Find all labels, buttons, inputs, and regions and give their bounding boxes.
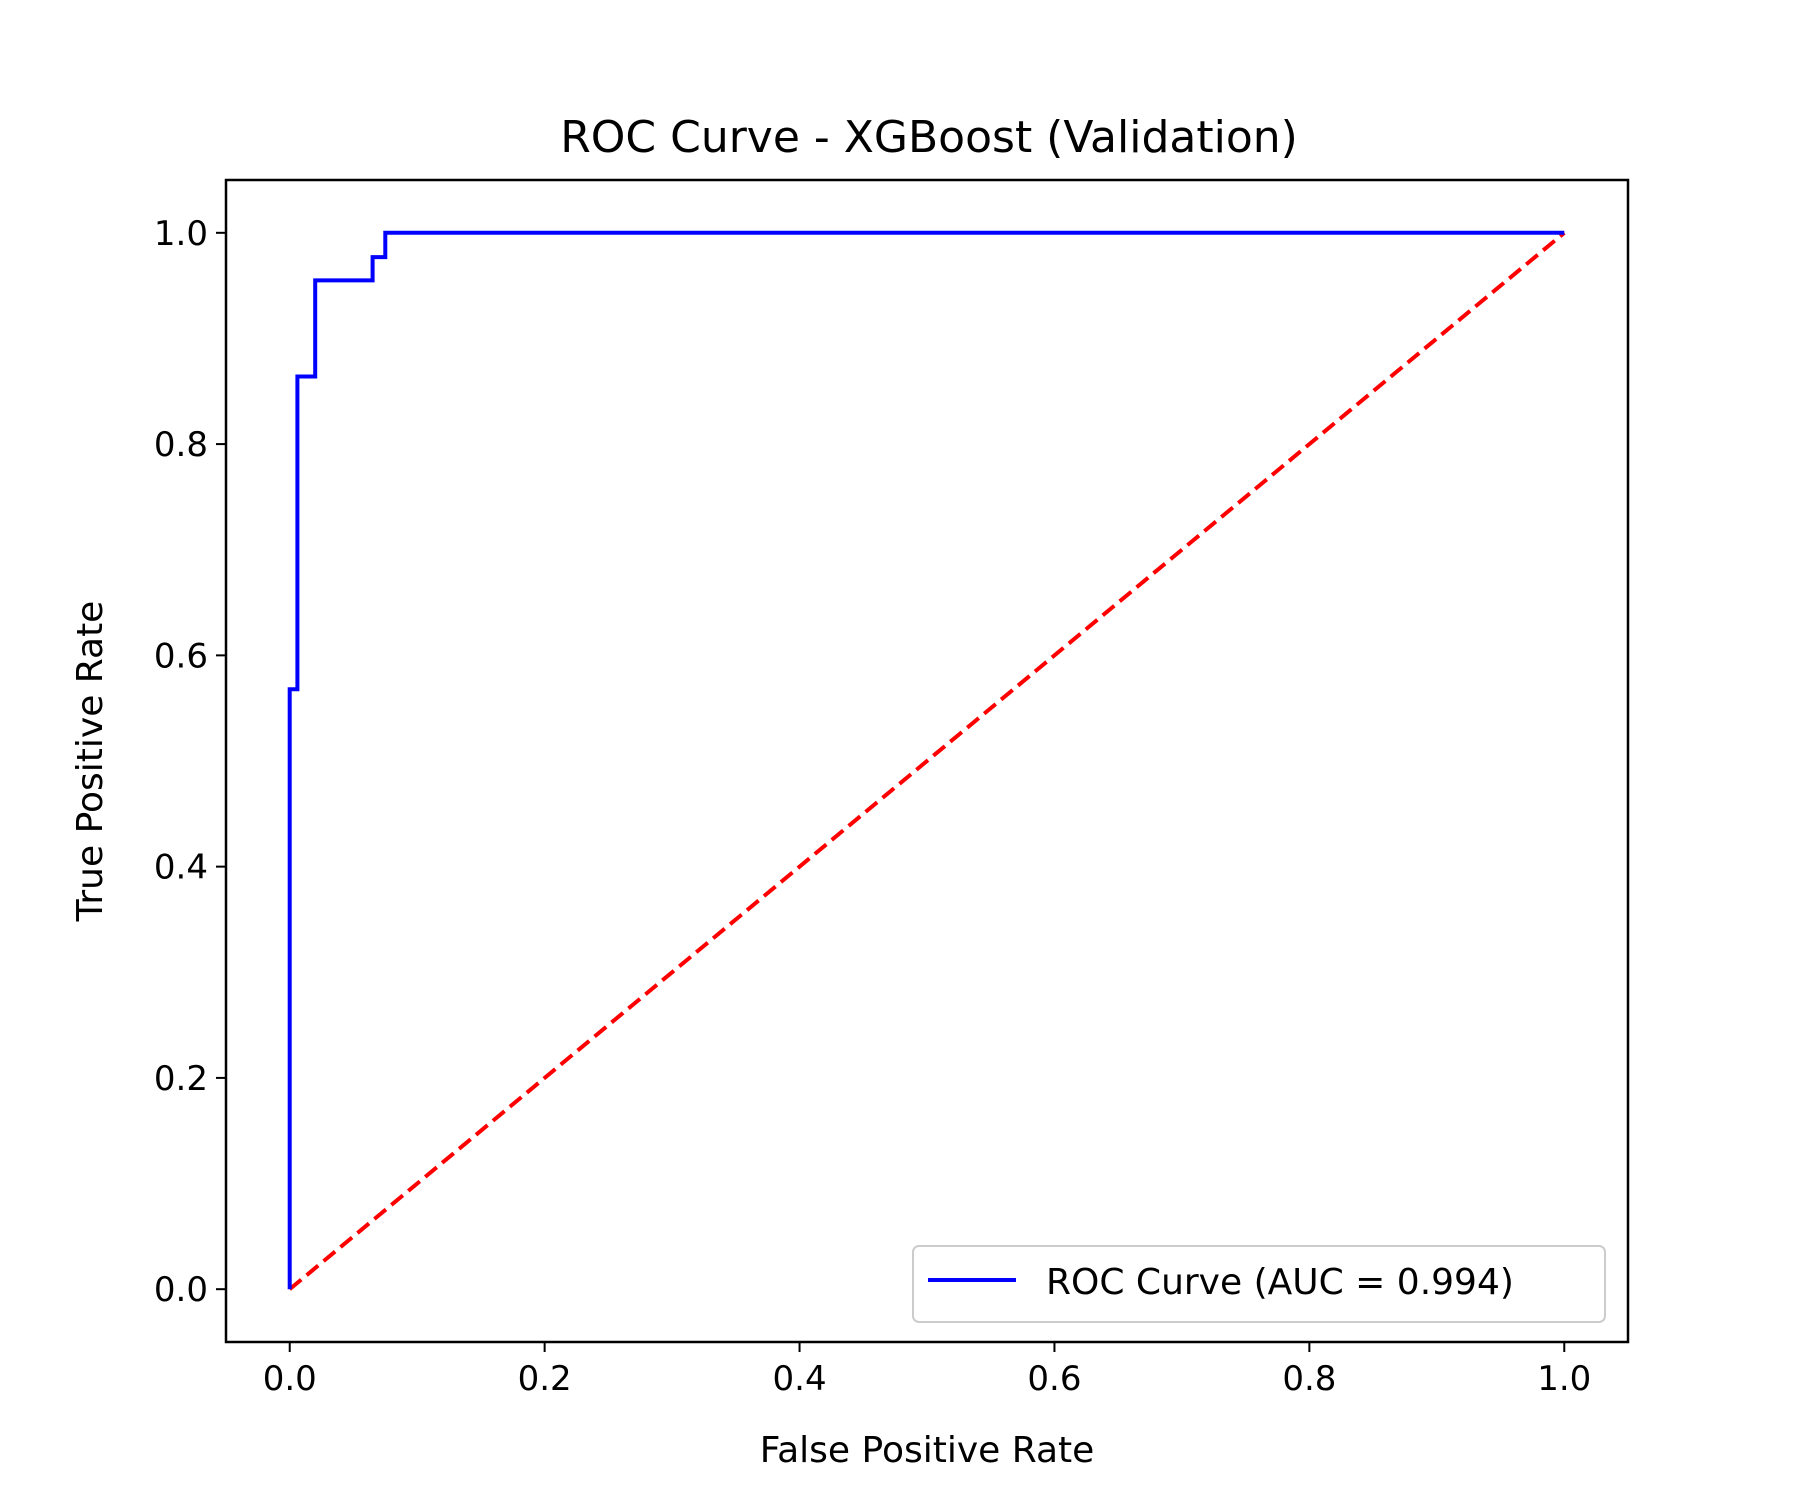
y-tick-label: 0.4 bbox=[154, 848, 208, 888]
y-tick-label: 0.6 bbox=[154, 636, 208, 676]
legend-box bbox=[912, 1245, 1606, 1323]
plot-frame bbox=[224, 178, 1630, 1344]
x-tick-label: 0.2 bbox=[518, 1359, 572, 1399]
y-tick-label: 0.0 bbox=[154, 1270, 208, 1310]
roc-curve-line bbox=[287, 230, 1565, 1290]
x-axis-label: False Positive Rate bbox=[760, 1430, 1095, 1471]
x-tick-label: 0.8 bbox=[1282, 1359, 1336, 1399]
x-tick-label: 0.6 bbox=[1027, 1359, 1081, 1399]
legend: ROC Curve (AUC = 0.994) bbox=[912, 1245, 1606, 1323]
chance-diagonal-line bbox=[288, 231, 1566, 1291]
y-tick-label: 0.8 bbox=[154, 425, 208, 465]
y-axis-label: True Positive Rate bbox=[70, 601, 111, 923]
x-tick-label: 0.0 bbox=[263, 1359, 317, 1399]
x-tick-label: 0.4 bbox=[773, 1359, 827, 1399]
plot-area bbox=[287, 230, 1566, 1291]
axis-ticks: 0.0 0.2 0.4 0.6 0.8 1.0 0.0 0.2 0.4 0.6 0.8 1.0 bbox=[154, 214, 1591, 1399]
x-tick-label: 1.0 bbox=[1537, 1359, 1591, 1399]
legend-label: ROC Curve (AUC = 0.994) bbox=[1046, 1262, 1514, 1303]
chart-title: ROC Curve - XGBoost (Validation) bbox=[560, 112, 1298, 163]
y-tick-label: 0.2 bbox=[154, 1059, 208, 1099]
y-tick-label: 1.0 bbox=[154, 214, 208, 254]
